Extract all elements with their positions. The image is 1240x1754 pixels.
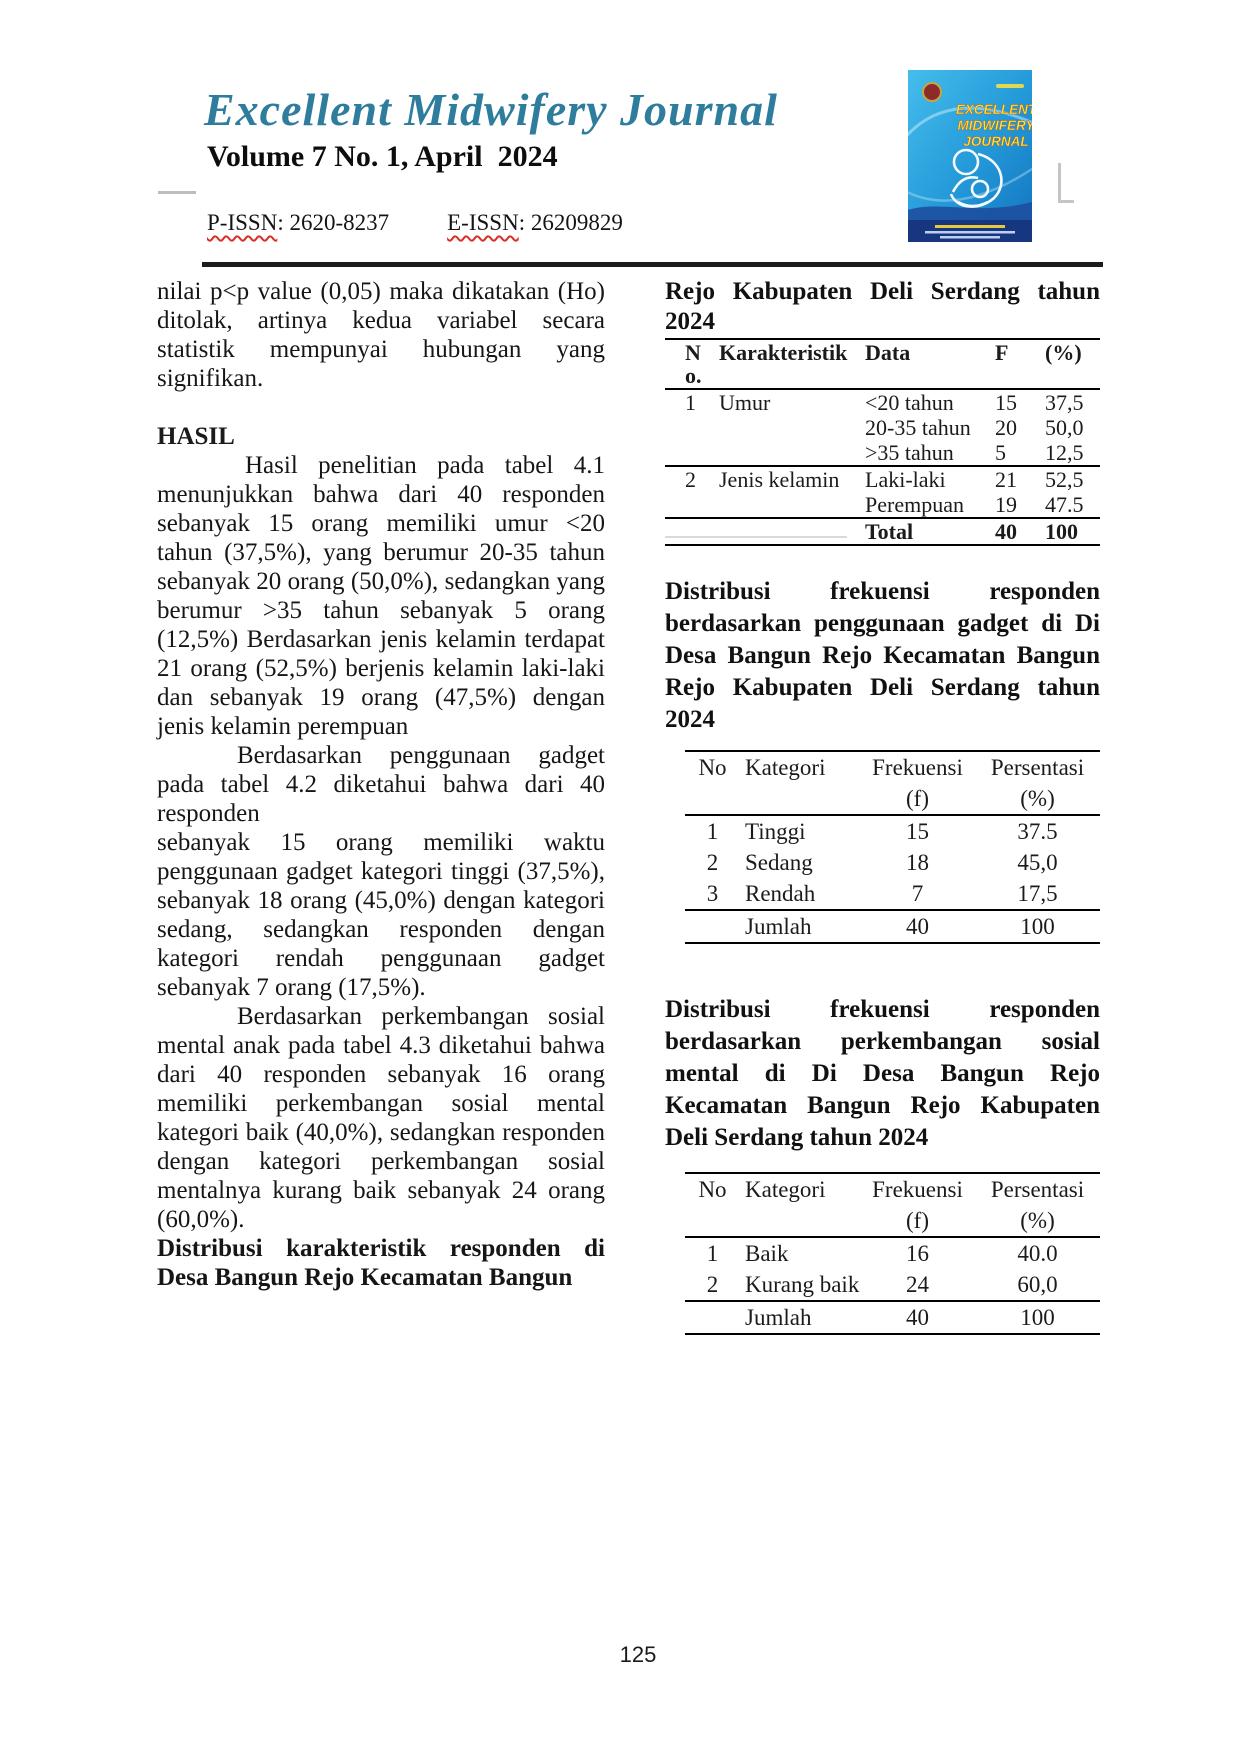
table-social-mental: No Kategori Frekuensi Persentasi (f) (%) — [685, 1172, 1100, 1335]
cover-footer-text-mark — [935, 225, 1005, 228]
table2-header-row: No Kategori Frekuensi Persentasi — [685, 751, 1100, 783]
page-number: 125 — [619, 1642, 657, 1667]
cover-footer-text-mark — [940, 236, 1000, 239]
table1-caption-continued: Rejo Kabupaten Deli Serdang tahun 2024 — [665, 278, 1100, 335]
cover-footer-text-mark — [925, 231, 1015, 234]
table-row: 1 Baik 16 40.0 — [706, 1241, 1058, 1266]
scan-artifact-dash — [158, 191, 196, 194]
table-gadget-usage: No Kategori Frekuensi Persentasi (f) (%) — [685, 750, 1100, 944]
cover-title-line2: MIDWIFERY — [958, 118, 1033, 133]
table-row: 1 Tinggi 15 37.5 — [706, 819, 1058, 844]
paragraph-gadget-intro: Berdasarkan penggunaan gadget pada tabel… — [157, 742, 605, 827]
table-row: Perempuan 19 47.5 — [665, 492, 1100, 518]
paragraph-distribusi-lead: Distribusi karakteristik responden di De… — [157, 1235, 605, 1291]
e-issn-label: E-ISSN — [447, 210, 519, 235]
e-issn-value: : 26209829 — [518, 210, 623, 235]
table1-total-row: Total 40 100 — [665, 518, 1100, 545]
journal-cover-image: EXCELLENT MIDWIFERY JOURNAL — [908, 70, 1032, 242]
table3-header-row: No Kategori Frekuensi Persentasi — [685, 1173, 1100, 1205]
section-heading-hasil: HASIL — [157, 423, 235, 450]
journal-cover-logo: EXCELLENT MIDWIFERY JOURNAL — [908, 70, 1032, 242]
cover-title-line3: JOURNAL — [963, 134, 1028, 149]
table3-caption: Distribusi frekuensi responden berdasark… — [665, 996, 1100, 1151]
table1-header-data: Data — [865, 340, 911, 365]
cover-title-line1: EXCELLENT — [956, 102, 1032, 117]
paragraph-table41-results: Hasil penelitian pada tabel 4.1 menunjuk… — [157, 452, 605, 740]
p-issn-value: : 2620-8237 — [277, 210, 390, 235]
paragraph-social-mental: Berdasarkan perkembangan sosial mental a… — [157, 1003, 605, 1233]
volume-line: Volume 7 No. 1, April 2024 — [207, 140, 558, 173]
header-divider-rule — [202, 262, 1103, 267]
mother-baby-art-icon — [949, 148, 1003, 208]
table1-header-no: No. — [685, 340, 702, 388]
right-column: Rejo Kabupaten Deli Serdang tahun 2024 N… — [665, 277, 1100, 1335]
table1-header-pct: (%) — [1045, 340, 1082, 365]
scan-artifact-bracket — [1058, 163, 1074, 203]
left-column: nilai p<p value (0,05) maka dikatakan (H… — [157, 277, 605, 1335]
table-row: 20-35 tahun 20 50,0 — [865, 415, 1084, 440]
table2-subheader-row: (f) (%) — [685, 783, 1100, 815]
table-characteristics: No. Karakteristik Data F (%) 1 Umur <20 … — [665, 338, 1100, 546]
table1-header-f: F — [995, 340, 1009, 365]
table3-total-row: Jumlah 40 100 — [685, 1301, 1100, 1334]
two-column-body: nilai p<p value (0,05) maka dikatakan (H… — [157, 277, 1100, 1335]
cover-issn-mark — [996, 84, 1024, 88]
paragraph-significance: nilai p<p value (0,05) maka dikatakan (H… — [157, 278, 605, 392]
issn-line: P-ISSN: 2620-8237 E-ISSN: 26209829 — [207, 210, 623, 236]
journal-title: Excellent Midwifery Journal — [204, 84, 778, 135]
paragraph-gadget-detail: sebanyak 15 orang memiliki waktu penggun… — [157, 829, 605, 1001]
table1-header-row: No. Karakteristik Data F (%) — [665, 339, 1100, 389]
cover-emblem-icon — [922, 82, 942, 102]
table-row: 2 Jenis kelamin Laki-laki 21 52,5 — [685, 467, 1084, 492]
table-row: 2 Kurang baik 24 60,0 — [685, 1269, 1100, 1301]
p-issn-label: P-ISSN — [207, 210, 278, 235]
table1-header-karakteristik: Karakteristik — [719, 340, 848, 365]
table-row: 2 Sedang 18 45,0 — [706, 850, 1058, 875]
scan-artifact-underline — [665, 536, 847, 538]
table-row: >35 tahun 5 12,5 — [665, 440, 1100, 466]
table2-total-row: Jumlah 40 100 — [685, 910, 1100, 943]
table-row: 3 Rendah 7 17,5 — [685, 878, 1100, 910]
table3-subheader-row: (f) (%) — [685, 1205, 1100, 1237]
table2-caption: Distribusi frekuensi responden berdasark… — [665, 578, 1100, 733]
table-row: 1 Umur <20 tahun 15 37,5 — [685, 390, 1084, 415]
